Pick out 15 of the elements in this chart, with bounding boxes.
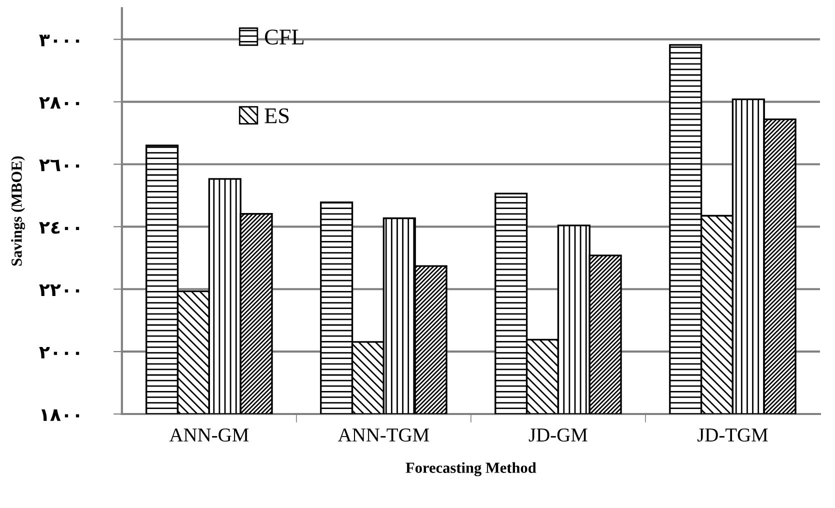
y-tick-label: ۳۰۰۰ bbox=[39, 34, 80, 46]
y-tick-label: ۱۸۰۰ bbox=[41, 409, 80, 421]
legend-label: ES bbox=[264, 108, 289, 124]
y-tick-label: ۲۰۰۰ bbox=[39, 346, 80, 358]
y-tick-label: ۲۲۰۰ bbox=[39, 284, 80, 296]
y-tick-label: ۲٤۰۰ bbox=[39, 222, 80, 234]
x-tick-label: JD-TGM bbox=[697, 428, 768, 442]
x-tick-label: ANN-GM bbox=[169, 428, 249, 442]
y-tick-label: ۲٦۰۰ bbox=[39, 160, 80, 172]
x-tick-label: JD-GM bbox=[528, 428, 588, 442]
y-tick-label: ۲۸۰۰ bbox=[39, 97, 80, 109]
y-axis-title: Savings (MBOE) bbox=[11, 156, 26, 266]
x-axis-title: Forecasting Method bbox=[406, 462, 536, 476]
legend-label: CFL bbox=[264, 30, 304, 45]
x-tick-label: ANN-TGM bbox=[338, 428, 430, 442]
